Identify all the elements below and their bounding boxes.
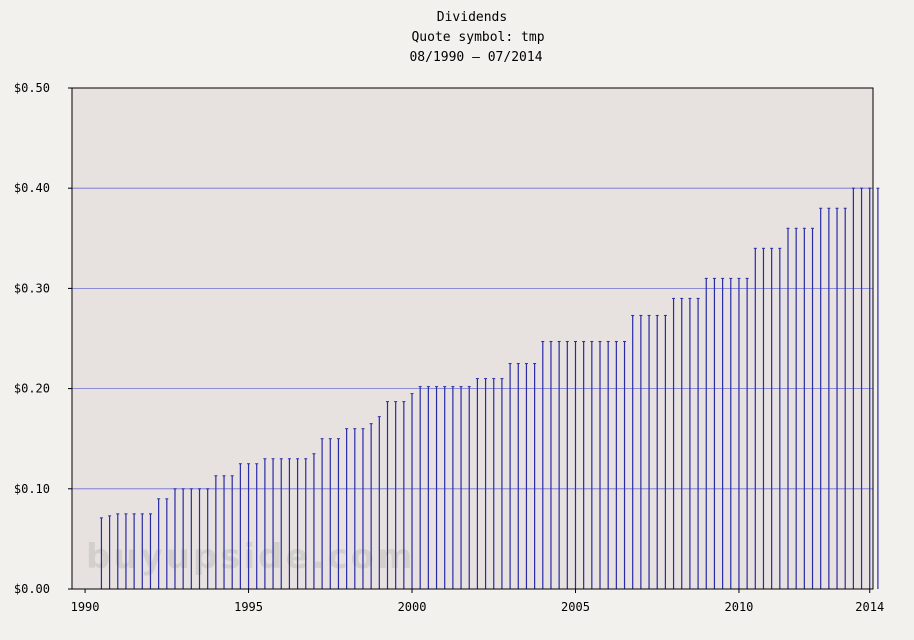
x-tick-label: 2000 bbox=[398, 600, 427, 614]
x-tick-label: 1995 bbox=[234, 600, 263, 614]
y-tick-label: $0.50 bbox=[14, 81, 50, 95]
x-axis-ticks: 1990 1995 2000 2005 2010 2014 bbox=[71, 589, 884, 614]
chart-subtitle: Quote symbol: tmp bbox=[411, 30, 544, 45]
y-tick-label: $0.40 bbox=[14, 181, 50, 195]
dividend-bars bbox=[99, 187, 880, 589]
y-tick-label: $0.30 bbox=[14, 281, 50, 295]
y-axis-ticks: $0.00 $0.10 $0.20 $0.30 $0.40 $0.50 bbox=[14, 81, 72, 596]
x-tick-label: 2014 bbox=[855, 600, 884, 614]
y-tick-label: $0.20 bbox=[14, 382, 50, 396]
chart-title: Dividends bbox=[437, 10, 507, 25]
plot-background bbox=[72, 88, 873, 589]
plot-frame bbox=[71, 87, 874, 590]
x-tick-label: 2005 bbox=[561, 600, 590, 614]
x-tick-label: 1990 bbox=[71, 600, 100, 614]
y-tick-label: $0.00 bbox=[14, 582, 50, 596]
y-tick-label: $0.10 bbox=[14, 482, 50, 496]
x-tick-label: 2010 bbox=[725, 600, 754, 614]
watermark: buyupside.com bbox=[86, 537, 415, 577]
chart-date-range: 08/1990 – 07/2014 bbox=[409, 50, 542, 65]
